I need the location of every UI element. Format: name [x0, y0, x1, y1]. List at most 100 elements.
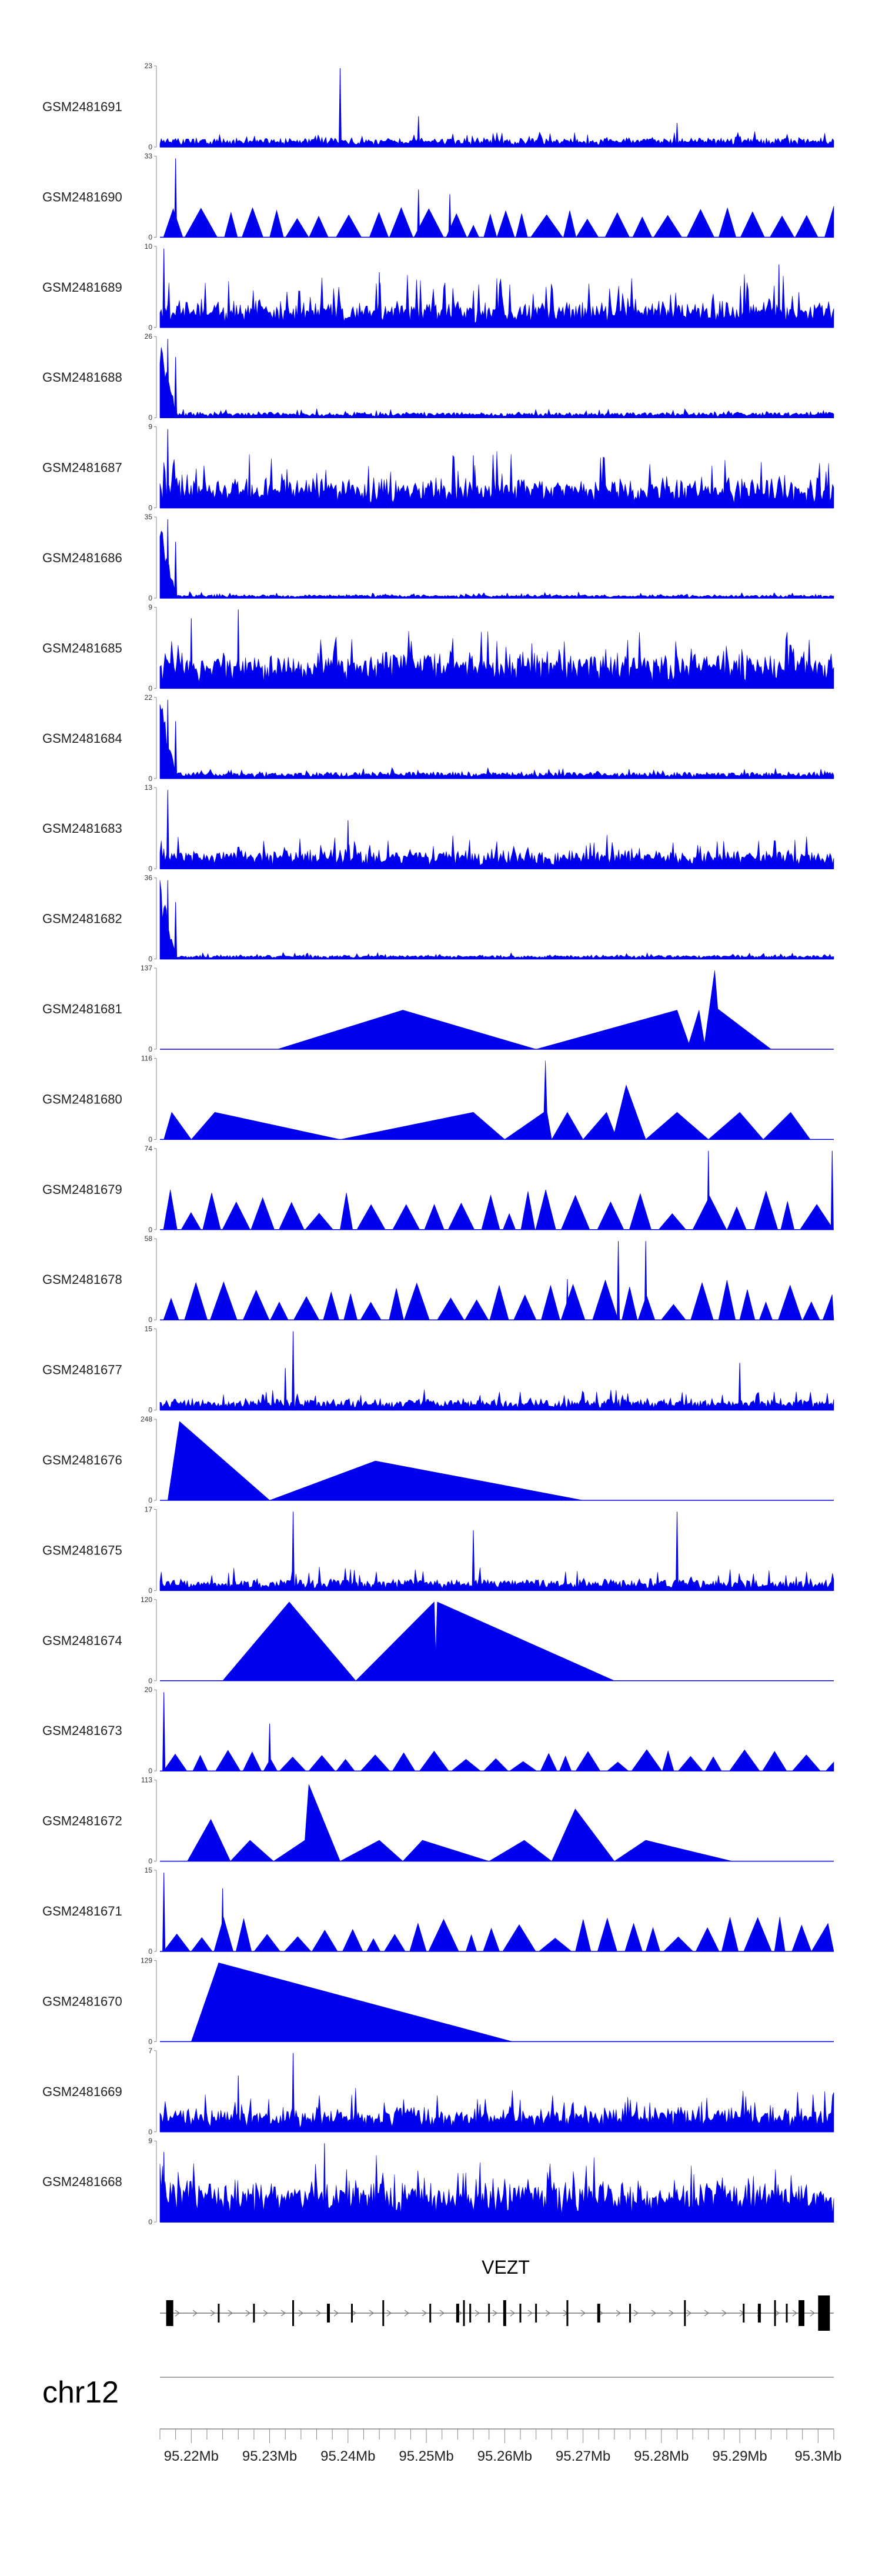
strand-arrow-icon — [298, 2310, 304, 2317]
axis-tick-label: 95.23Mb — [242, 2448, 297, 2464]
track-label: GSM2481669 — [42, 2084, 122, 2099]
coverage-area — [159, 2155, 834, 2223]
coverage-area — [159, 704, 834, 779]
coverage-track-GSM2481681: GSM2481681 137 0 — [42, 964, 834, 1053]
strand-arrow-icon — [721, 2310, 727, 2317]
gene-exon — [799, 2300, 805, 2326]
axis-tick-label: 95.25Mb — [399, 2448, 453, 2464]
coverage-track-GSM2481686: GSM2481686 35 0 — [42, 513, 834, 602]
gene-exon — [684, 2300, 686, 2326]
track-label: GSM2481680 — [42, 1092, 122, 1106]
y-tick-label-max: 20 — [145, 1686, 153, 1694]
gene-model-vezt — [160, 2295, 834, 2331]
coverage-peak — [174, 357, 178, 418]
y-tick-label-zero: 0 — [148, 775, 152, 783]
coverage-peak — [566, 1279, 569, 1320]
track-label: GSM2481690 — [42, 189, 122, 204]
coverage-peak — [417, 189, 420, 238]
track-label: GSM2481670 — [42, 1994, 122, 2008]
y-tick-label-zero: 0 — [148, 1767, 152, 1775]
y-tick-label-zero: 0 — [148, 1496, 152, 1504]
strand-arrow-icon — [316, 2310, 322, 2317]
y-tick-label-zero: 0 — [148, 1586, 152, 1594]
strand-arrow-icon — [545, 2310, 551, 2317]
track-label: GSM2481689 — [42, 280, 122, 295]
gene-exon — [456, 2304, 459, 2323]
y-tick-label-zero: 0 — [148, 865, 152, 873]
coverage-area — [167, 1421, 583, 1501]
coverage-peak — [174, 902, 178, 960]
y-tick-label-zero: 0 — [148, 955, 152, 963]
coverage-area — [159, 274, 834, 328]
coverage-peak — [777, 264, 781, 328]
axis-tick-label: 95.29Mb — [712, 2448, 767, 2464]
y-tick-label-max: 17 — [145, 1505, 153, 1513]
gene-exon — [786, 2304, 788, 2323]
coverage-track-GSM2481673: GSM2481673 20 0 — [42, 1686, 834, 1775]
y-tick-label-zero: 0 — [148, 1406, 152, 1414]
coverage-peak — [707, 1150, 710, 1230]
gene-exon — [757, 2304, 761, 2323]
coverage-area — [159, 880, 834, 959]
coverage-peak — [189, 618, 193, 689]
y-tick-label-zero: 0 — [148, 233, 152, 241]
y-tick-label-zero: 0 — [148, 594, 152, 602]
gene-exon — [597, 2304, 600, 2323]
y-tick-label-zero: 0 — [148, 504, 152, 512]
coverage-track-GSM2481688: GSM2481688 26 0 — [42, 332, 834, 422]
coverage-area — [159, 1389, 834, 1410]
coverage-area — [222, 1601, 615, 1681]
gene-exon — [292, 2300, 295, 2326]
coverage-area — [160, 1917, 834, 1952]
track-label: GSM2481668 — [42, 2174, 122, 2189]
coverage-track-GSM2481675: GSM2481675 17 0 — [42, 1505, 834, 1594]
coverage-track-GSM2481684: GSM2481684 22 0 — [42, 693, 834, 783]
track-label: GSM2481686 — [42, 550, 122, 565]
track-label: GSM2481672 — [42, 1814, 122, 1828]
coverage-track-GSM2481668: GSM2481668 9 0 — [42, 2137, 834, 2226]
strand-arrow-icon — [774, 2310, 780, 2317]
strand-arrow-icon — [475, 2310, 480, 2317]
gene-exon — [463, 2300, 465, 2326]
strand-arrow-icon — [651, 2310, 657, 2317]
gene-exon — [469, 2304, 472, 2323]
coverage-track-GSM2481674: GSM2481674 120 0 — [42, 1596, 834, 1685]
coverage-area — [159, 451, 834, 508]
coverage-peak — [166, 880, 169, 960]
coverage-peak — [162, 248, 166, 328]
coverage-area — [191, 1963, 513, 2042]
coverage-area — [159, 1567, 834, 1591]
coverage-peak — [174, 158, 178, 238]
coverage-peak — [675, 123, 679, 148]
strand-arrow-icon — [792, 2310, 798, 2317]
y-tick-label-zero: 0 — [148, 1677, 152, 1685]
strand-arrow-icon — [175, 2310, 181, 2317]
track-label: GSM2481691 — [42, 99, 122, 114]
genome-axis: chr12 95.22Mb 95.23Mb 95.24Mb 95.25Mb 95.26M… — [42, 2375, 841, 2464]
y-tick-label-max: 35 — [145, 513, 153, 521]
track-label: GSM2481673 — [42, 1723, 122, 1738]
gene-label: VEZT — [482, 2257, 530, 2278]
strand-arrow-icon — [386, 2310, 392, 2317]
strand-arrow-icon — [510, 2310, 516, 2317]
strand-arrow-icon — [333, 2310, 339, 2317]
coverage-peak — [166, 790, 169, 869]
gene-exon — [382, 2300, 385, 2326]
coverage-area — [159, 630, 834, 689]
y-tick-label-max: 116 — [141, 1054, 152, 1062]
strand-arrow-icon — [228, 2310, 233, 2317]
y-tick-label-zero: 0 — [148, 323, 152, 332]
track-label: GSM2481683 — [42, 821, 122, 836]
track-label: GSM2481684 — [42, 731, 122, 746]
coverage-area — [160, 1189, 834, 1230]
strand-arrow-icon — [245, 2310, 251, 2317]
coverage-track-GSM2481679: GSM2481679 74 0 — [42, 1144, 834, 1234]
y-tick-label-max: 36 — [145, 874, 153, 882]
y-tick-label-max: 22 — [145, 693, 153, 702]
track-label: GSM2481671 — [42, 1904, 122, 1918]
coverage-peak — [292, 2053, 295, 2133]
coverage-peak — [162, 2152, 166, 2223]
strand-arrow-icon — [633, 2310, 639, 2317]
y-tick-label-zero: 0 — [148, 1857, 152, 1866]
